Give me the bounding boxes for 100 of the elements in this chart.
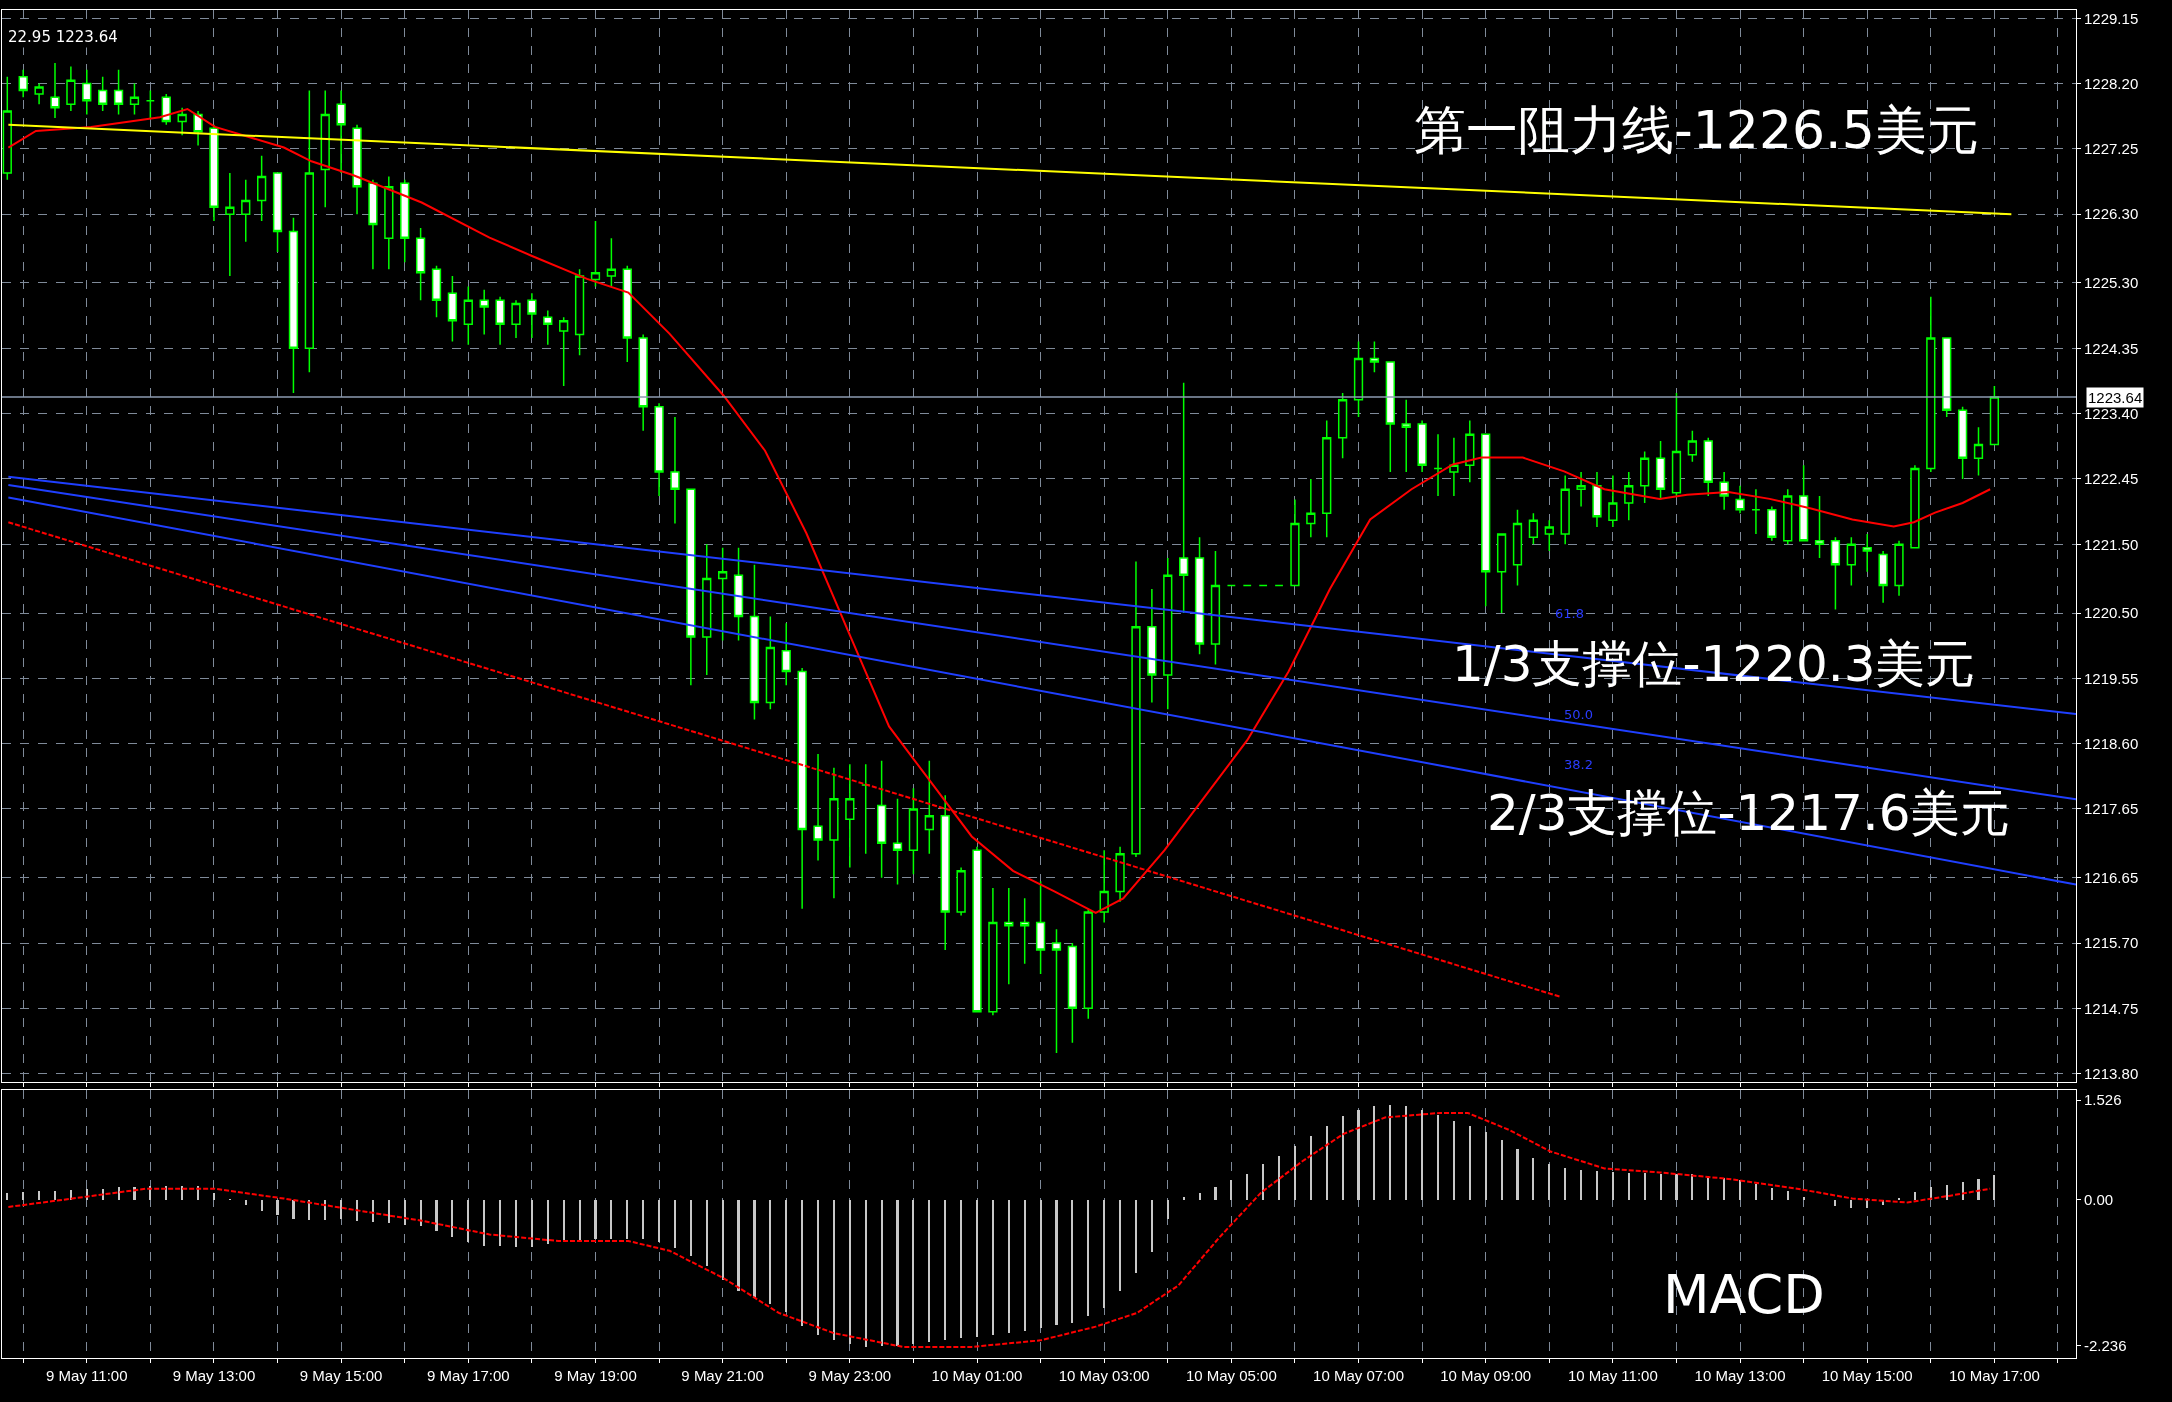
bar [1644, 1173, 1646, 1201]
bar [928, 1200, 930, 1343]
candlestick [66, 65, 76, 112]
y-tick-label: 0.00 [2084, 1191, 2114, 1209]
bar [261, 1200, 263, 1212]
bar [674, 1200, 676, 1249]
candlestick [1274, 584, 1284, 587]
candlestick [479, 289, 489, 336]
candlestick [940, 794, 950, 951]
bar [1087, 1200, 1089, 1317]
bar [372, 1200, 374, 1223]
candlestick [1194, 536, 1205, 656]
bar [817, 1200, 819, 1336]
candlestick [1020, 897, 1030, 965]
bar [1278, 1156, 1280, 1201]
bar [865, 1200, 867, 1348]
candlestick [1417, 419, 1427, 473]
bar [1183, 1197, 1185, 1201]
bar [1787, 1191, 1789, 1201]
bar [118, 1187, 120, 1201]
bar [1167, 1200, 1169, 1220]
candlestick [82, 69, 92, 116]
candlestick [415, 227, 426, 301]
candlestick [1640, 450, 1650, 504]
y-tick-label: 1229.15 [2084, 9, 2139, 27]
bar [1834, 1200, 1836, 1207]
bar [1803, 1197, 1805, 1201]
candlestick [749, 564, 760, 721]
candlestick [1957, 405, 1968, 480]
x-tick-label: 10 May 03:00 [1058, 1367, 1150, 1384]
bar [737, 1200, 740, 1292]
bar [769, 1200, 771, 1305]
bar [594, 1200, 597, 1240]
bar [1914, 1192, 1916, 1201]
candlestick [1703, 436, 1713, 497]
bar [992, 1200, 994, 1336]
x-tick-label: 9 May 21:00 [681, 1367, 764, 1384]
bar [181, 1186, 183, 1201]
annotation: MACD [1663, 1263, 1825, 1326]
candlestick [34, 82, 44, 105]
candlestick [400, 179, 410, 264]
candlestick [1306, 478, 1316, 539]
bar [1977, 1179, 1980, 1201]
candlestick [1576, 471, 1586, 508]
candlestick [797, 667, 807, 910]
bar [1262, 1164, 1264, 1201]
bar [22, 1192, 24, 1201]
candlestick [1496, 533, 1507, 614]
y-tick-label: 1216.65 [2084, 868, 2139, 886]
candlestick [352, 124, 362, 215]
candlestick [304, 89, 314, 374]
candlestick [956, 866, 966, 917]
bar [912, 1200, 914, 1345]
bar [642, 1200, 644, 1240]
candlestick [1671, 392, 1682, 497]
candlestick [1862, 533, 1872, 573]
bar [1421, 1110, 1423, 1201]
candlestick [1322, 419, 1332, 539]
candlestick [1035, 880, 1046, 975]
bar [38, 1191, 40, 1201]
bar [1373, 1106, 1375, 1201]
candlestick [543, 309, 553, 346]
candlestick [447, 275, 458, 343]
bar [658, 1200, 660, 1243]
bar [1214, 1187, 1217, 1201]
bar [833, 1200, 835, 1341]
candlestick [574, 268, 585, 356]
x-tick-label: 9 May 23:00 [808, 1367, 892, 1384]
bar [1675, 1174, 1678, 1201]
bar [388, 1200, 390, 1224]
y-tick-label: -2.236 [2084, 1337, 2127, 1355]
candlestick [511, 299, 521, 339]
annotation: 61.8 [1555, 606, 1584, 621]
bar [1501, 1140, 1503, 1201]
bar [1389, 1105, 1391, 1201]
bar [1040, 1200, 1042, 1329]
x-tick-label: 10 May 09:00 [1440, 1367, 1532, 1384]
candlestick [1369, 340, 1380, 374]
annotation: 38.2 [1564, 757, 1593, 772]
bar [1755, 1184, 1757, 1201]
bar [213, 1193, 215, 1201]
candlestick [1512, 509, 1523, 587]
candlestick [1624, 471, 1634, 521]
x-tick-label: 10 May 17:00 [1948, 1367, 2040, 1384]
bar [960, 1200, 962, 1339]
x-tick-label: 10 May 11:00 [1567, 1367, 1658, 1384]
candlestick [1973, 426, 1984, 477]
candlestick [670, 416, 680, 525]
bar [340, 1200, 342, 1220]
bar [706, 1200, 708, 1267]
candlestick [1179, 381, 1189, 614]
x-tick-label: 10 May 01:00 [931, 1367, 1023, 1384]
candlestick [209, 124, 219, 222]
candlestick [368, 179, 378, 270]
y-tick-label: 1223.40 [2084, 404, 2139, 422]
candlestick [892, 797, 903, 886]
y-tick-label: 1214.75 [2084, 999, 2139, 1017]
bar [1071, 1200, 1073, 1324]
bar [1850, 1200, 1852, 1209]
candlestick [336, 89, 346, 174]
